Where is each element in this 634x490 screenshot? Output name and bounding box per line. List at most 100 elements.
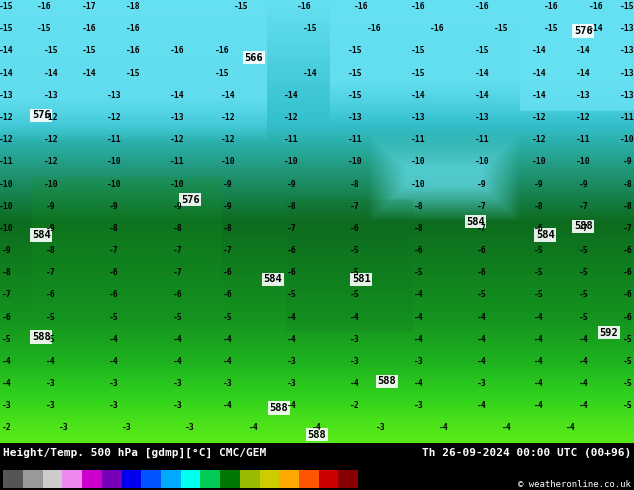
Text: -4: -4: [46, 357, 56, 366]
Text: -6: -6: [109, 268, 119, 277]
Text: 588: 588: [32, 332, 51, 342]
Text: -8: -8: [223, 224, 233, 233]
Text: -12: -12: [0, 113, 14, 122]
Text: 584: 584: [466, 217, 485, 227]
Text: -3: -3: [477, 379, 487, 388]
Text: -12: -12: [43, 157, 58, 167]
Text: -5: -5: [534, 246, 544, 255]
Text: -4: -4: [534, 357, 544, 366]
Text: -16: -16: [474, 2, 489, 11]
Text: -6: -6: [172, 291, 183, 299]
Text: -11: -11: [620, 113, 634, 122]
Text: -15: -15: [544, 24, 559, 33]
Text: -5: -5: [623, 379, 633, 388]
Text: Th 26-09-2024 00:00 UTC (00+96): Th 26-09-2024 00:00 UTC (00+96): [422, 448, 631, 458]
Text: -15: -15: [493, 24, 508, 33]
Text: -11: -11: [284, 135, 299, 144]
Text: -11: -11: [576, 135, 591, 144]
Text: -15: -15: [214, 69, 230, 78]
Text: -4: -4: [413, 313, 424, 321]
Text: -4: -4: [534, 313, 544, 321]
Text: -4: -4: [287, 335, 297, 344]
Text: -3: -3: [413, 357, 424, 366]
Text: -12: -12: [284, 113, 299, 122]
Text: -8: -8: [413, 202, 424, 211]
Text: -16: -16: [170, 47, 185, 55]
Text: -15: -15: [81, 47, 96, 55]
Text: -4: -4: [578, 357, 588, 366]
Text: -3: -3: [109, 401, 119, 410]
Text: -5: -5: [350, 291, 360, 299]
Text: -7: -7: [172, 246, 183, 255]
Text: -10: -10: [107, 179, 122, 189]
Text: -6: -6: [223, 291, 233, 299]
Text: -7: -7: [223, 246, 233, 255]
Text: -14: -14: [221, 91, 236, 100]
Text: -14: -14: [0, 69, 14, 78]
Text: -3: -3: [185, 423, 195, 433]
Text: -4: -4: [109, 335, 119, 344]
Text: -12: -12: [107, 113, 122, 122]
Text: -16: -16: [297, 2, 312, 11]
Text: -5: -5: [46, 335, 56, 344]
Text: 576: 576: [181, 195, 200, 204]
Text: -7: -7: [46, 268, 56, 277]
Text: -6: -6: [477, 268, 487, 277]
Bar: [23, 470, 42, 488]
Text: -15: -15: [37, 24, 52, 33]
Text: -11: -11: [107, 135, 122, 144]
Bar: [102, 470, 122, 488]
Text: -7: -7: [578, 202, 588, 211]
Text: -16: -16: [354, 2, 369, 11]
Bar: [122, 470, 141, 488]
Text: -10: -10: [43, 179, 58, 189]
Text: -9: -9: [623, 157, 633, 167]
Text: -3: -3: [46, 401, 56, 410]
Text: -15: -15: [411, 47, 426, 55]
Text: -12: -12: [170, 135, 185, 144]
Text: -12: -12: [221, 135, 236, 144]
Text: -15: -15: [0, 24, 14, 33]
Text: -14: -14: [81, 69, 96, 78]
Text: -5: -5: [172, 313, 183, 321]
Text: -4: -4: [312, 423, 322, 433]
Text: -9: -9: [477, 179, 487, 189]
Text: -8: -8: [287, 202, 297, 211]
Text: -13: -13: [43, 91, 58, 100]
Text: -15: -15: [347, 91, 363, 100]
Text: -16: -16: [366, 24, 382, 33]
Text: -7: -7: [477, 202, 487, 211]
Bar: [3, 470, 23, 488]
Text: -14: -14: [588, 24, 604, 33]
Text: -3: -3: [109, 379, 119, 388]
Text: -14: -14: [531, 91, 547, 100]
Text: -5: -5: [109, 313, 119, 321]
Text: © weatheronline.co.uk: © weatheronline.co.uk: [518, 480, 631, 489]
Text: -11: -11: [411, 135, 426, 144]
Text: -11: -11: [347, 135, 363, 144]
Text: -12: -12: [43, 113, 58, 122]
Text: -3: -3: [46, 379, 56, 388]
Text: 592: 592: [599, 328, 618, 338]
Text: -13: -13: [107, 91, 122, 100]
Text: -12: -12: [43, 135, 58, 144]
Text: -8: -8: [413, 224, 424, 233]
Text: -9: -9: [223, 179, 233, 189]
Text: 581: 581: [352, 274, 371, 284]
Text: -15: -15: [347, 47, 363, 55]
Text: -9: -9: [287, 179, 297, 189]
Text: -15: -15: [303, 24, 318, 33]
Text: -3: -3: [172, 401, 183, 410]
Text: -14: -14: [531, 47, 547, 55]
Text: -7: -7: [623, 224, 633, 233]
Text: -9: -9: [578, 179, 588, 189]
Text: -7: -7: [1, 291, 11, 299]
Text: -4: -4: [477, 313, 487, 321]
Text: -15: -15: [620, 2, 634, 11]
Text: -5: -5: [578, 313, 588, 321]
Text: -8: -8: [1, 268, 11, 277]
Text: -2: -2: [1, 423, 11, 433]
Text: -6: -6: [534, 224, 544, 233]
Bar: [181, 470, 200, 488]
Text: -4: -4: [223, 401, 233, 410]
